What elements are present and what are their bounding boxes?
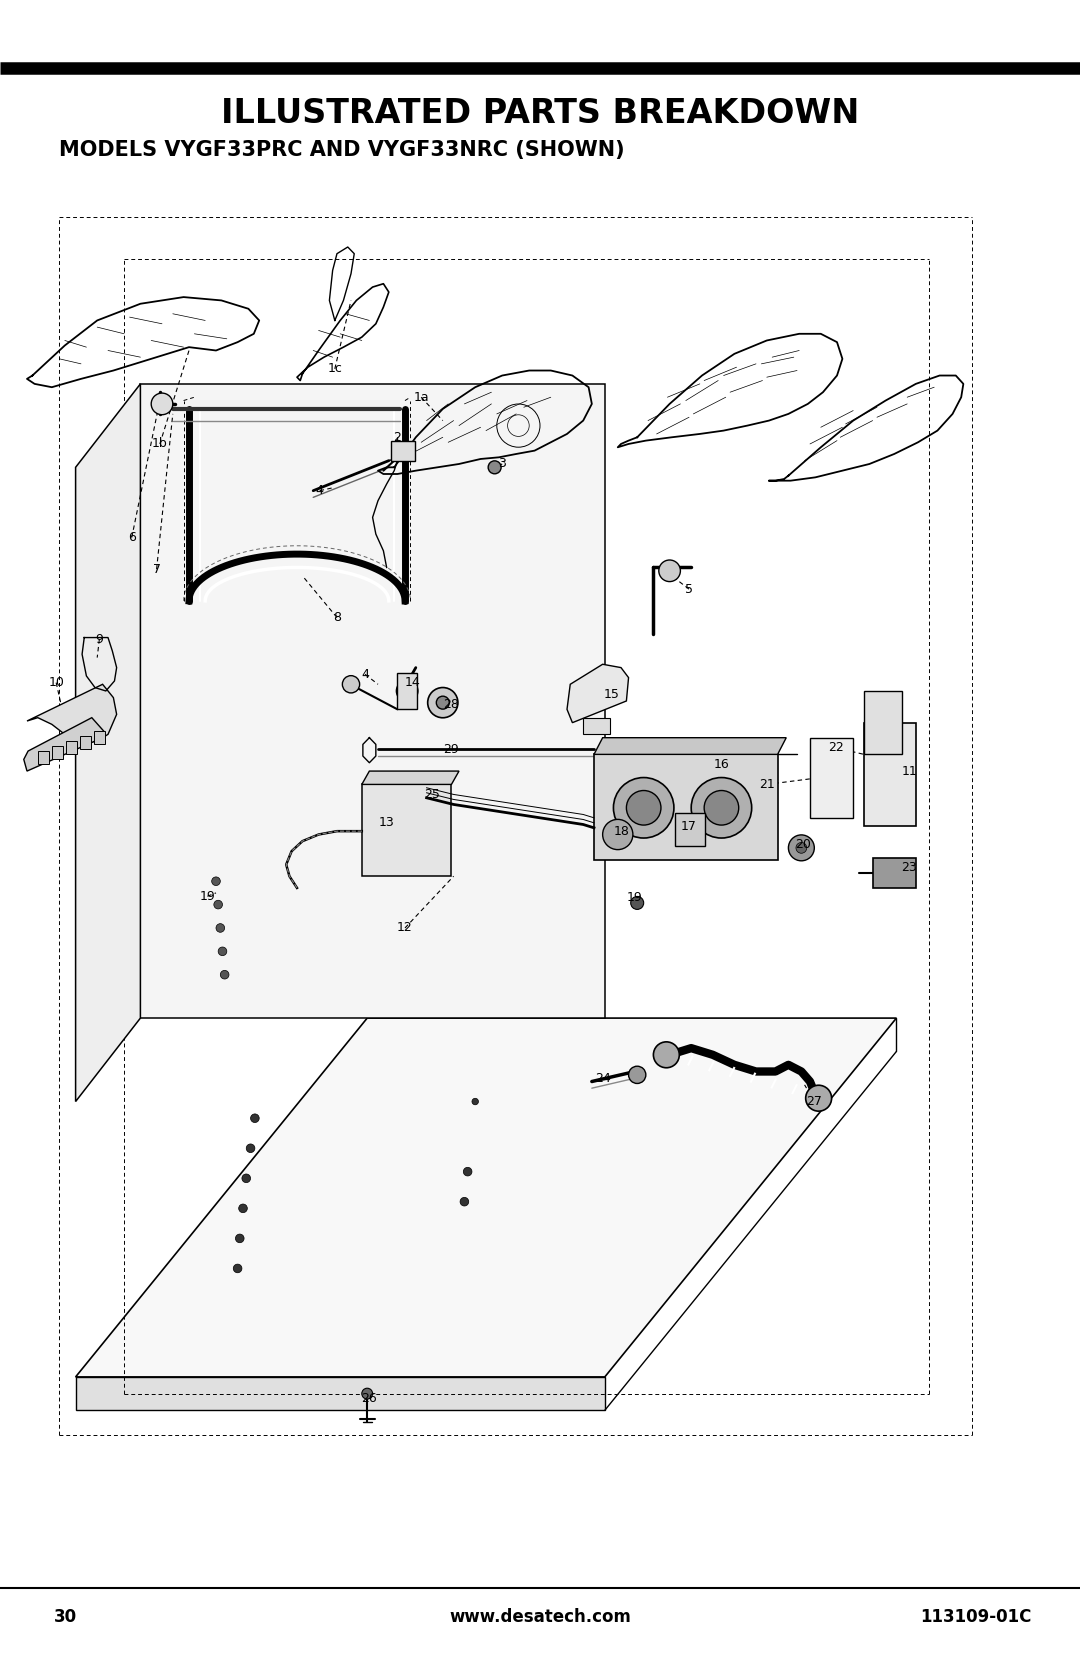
Circle shape (788, 834, 814, 861)
Circle shape (704, 791, 739, 824)
Circle shape (891, 763, 902, 773)
Bar (94, 731, 105, 744)
Circle shape (796, 843, 807, 853)
Circle shape (872, 763, 882, 773)
Text: 21: 21 (759, 778, 774, 791)
Circle shape (691, 778, 752, 838)
Circle shape (629, 1066, 646, 1083)
Polygon shape (362, 784, 451, 876)
Circle shape (220, 970, 229, 980)
Polygon shape (24, 718, 104, 771)
Text: 26: 26 (362, 1392, 377, 1405)
Text: 20: 20 (796, 838, 811, 851)
Text: 29: 29 (444, 743, 459, 756)
Polygon shape (594, 738, 786, 754)
Text: 1c: 1c (327, 362, 342, 376)
Text: 23: 23 (902, 861, 917, 875)
Text: 3: 3 (498, 457, 507, 471)
Bar (873, 858, 916, 888)
Polygon shape (76, 1377, 605, 1410)
Text: 16: 16 (714, 758, 729, 771)
Text: 27: 27 (807, 1095, 822, 1108)
Circle shape (362, 1389, 373, 1399)
Bar (810, 738, 853, 818)
Circle shape (242, 1173, 251, 1183)
Circle shape (463, 1167, 472, 1177)
Circle shape (626, 791, 661, 824)
Text: 5: 5 (685, 582, 693, 596)
Text: 1a: 1a (414, 391, 429, 404)
Text: 28: 28 (444, 698, 459, 711)
Circle shape (239, 1203, 247, 1213)
Circle shape (235, 1233, 244, 1243)
Circle shape (428, 688, 458, 718)
Text: 18: 18 (615, 824, 630, 838)
Polygon shape (362, 771, 459, 784)
Polygon shape (27, 684, 117, 743)
Bar (397, 673, 417, 709)
Polygon shape (567, 664, 629, 723)
Text: MODELS VYGF33PRC AND VYGF33NRC (SHOWN): MODELS VYGF33PRC AND VYGF33NRC (SHOWN) (59, 140, 625, 160)
Bar (864, 723, 916, 826)
Text: 113109-01C: 113109-01C (920, 1609, 1031, 1626)
Text: 1b: 1b (152, 437, 167, 451)
Polygon shape (594, 754, 778, 860)
Text: 11: 11 (902, 764, 917, 778)
Circle shape (472, 1098, 478, 1105)
Circle shape (218, 946, 227, 956)
Text: 14: 14 (405, 676, 420, 689)
Text: 12: 12 (397, 921, 413, 935)
Circle shape (436, 696, 449, 709)
Text: 30: 30 (54, 1609, 77, 1626)
Circle shape (251, 1113, 259, 1123)
Bar (583, 718, 610, 734)
Bar (52, 746, 63, 759)
Bar (80, 736, 91, 749)
Circle shape (214, 900, 222, 910)
Polygon shape (76, 384, 140, 1102)
Circle shape (151, 394, 173, 414)
Circle shape (603, 819, 633, 850)
Circle shape (460, 1197, 469, 1207)
Text: 19: 19 (200, 890, 215, 903)
Text: 22: 22 (828, 741, 843, 754)
Text: 10: 10 (49, 676, 64, 689)
Bar (38, 751, 49, 764)
Circle shape (891, 793, 902, 803)
Circle shape (806, 1085, 832, 1112)
Text: 25: 25 (424, 788, 440, 801)
Polygon shape (140, 384, 605, 1018)
Circle shape (613, 778, 674, 838)
Circle shape (342, 676, 360, 693)
Circle shape (233, 1263, 242, 1273)
Text: 15: 15 (604, 688, 619, 701)
Polygon shape (76, 1018, 896, 1377)
Circle shape (631, 896, 644, 910)
Bar (864, 691, 902, 754)
Text: 9: 9 (95, 633, 104, 646)
Text: 7: 7 (152, 562, 161, 576)
Circle shape (653, 1041, 679, 1068)
Circle shape (216, 923, 225, 933)
Bar (391, 441, 415, 461)
Circle shape (212, 876, 220, 886)
Text: ILLUSTRATED PARTS BREAKDOWN: ILLUSTRATED PARTS BREAKDOWN (220, 97, 860, 130)
Text: 6: 6 (127, 531, 136, 544)
Circle shape (872, 793, 882, 803)
Text: 19: 19 (627, 891, 643, 905)
Circle shape (488, 461, 501, 474)
Bar (66, 741, 77, 754)
Text: 2: 2 (393, 431, 402, 444)
Circle shape (659, 561, 680, 581)
Bar (675, 813, 705, 846)
Text: 4: 4 (361, 668, 369, 681)
Text: www.desatech.com: www.desatech.com (449, 1609, 631, 1626)
Text: 8: 8 (333, 611, 341, 624)
Text: 17: 17 (681, 819, 697, 833)
Text: 24: 24 (595, 1071, 610, 1085)
Circle shape (246, 1143, 255, 1153)
Text: 4: 4 (315, 484, 324, 497)
Text: 13: 13 (379, 816, 394, 829)
